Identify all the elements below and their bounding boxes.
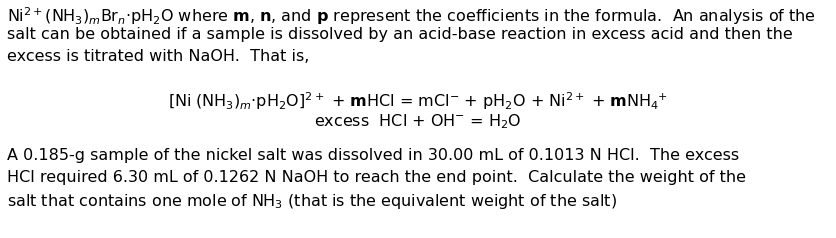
Text: [Ni (NH$_3$)$_m$$\cdot$pH$_2$O]$^{2+}$ + $\mathbf{m}$HCl = mCl$^{-}$ + pH$_2$O +: [Ni (NH$_3$)$_m$$\cdot$pH$_2$O]$^{2+}$ +… bbox=[168, 90, 668, 112]
Text: HCl required 6.30 mL of 0.1262 N NaOH to reach the end point.  Calculate the wei: HCl required 6.30 mL of 0.1262 N NaOH to… bbox=[7, 170, 746, 185]
Text: A 0.185-g sample of the nickel salt was dissolved in 30.00 mL of 0.1013 N HCl.  : A 0.185-g sample of the nickel salt was … bbox=[7, 148, 739, 163]
Text: salt can be obtained if a sample is dissolved by an acid-base reaction in excess: salt can be obtained if a sample is diss… bbox=[7, 27, 793, 42]
Text: excess is titrated with NaOH.  That is,: excess is titrated with NaOH. That is, bbox=[7, 49, 309, 64]
Text: salt that contains one mole of NH$_3$ (that is the equivalent weight of the salt: salt that contains one mole of NH$_3$ (t… bbox=[7, 192, 617, 211]
Text: Ni$^{2+}$(NH$_3$)$_m$Br$_n$$\cdot$pH$_2$O where $\mathbf{m}$, $\mathbf{n}$, and : Ni$^{2+}$(NH$_3$)$_m$Br$_n$$\cdot$pH$_2$… bbox=[7, 5, 816, 27]
Text: excess  HCl + OH$^{-}$ = H$_2$O: excess HCl + OH$^{-}$ = H$_2$O bbox=[314, 112, 522, 131]
